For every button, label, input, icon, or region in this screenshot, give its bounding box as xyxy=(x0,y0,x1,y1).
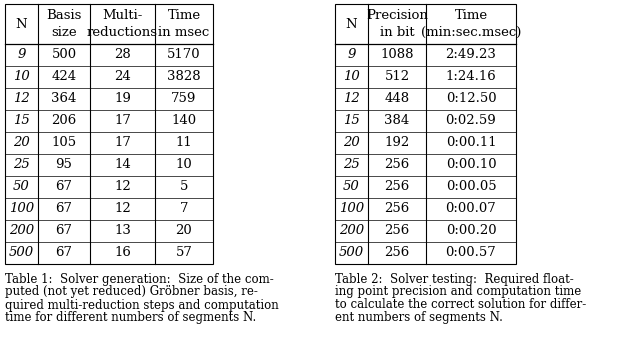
Bar xyxy=(335,4,516,264)
Text: 67: 67 xyxy=(56,247,72,259)
Text: 10: 10 xyxy=(13,71,30,84)
Text: 192: 192 xyxy=(385,137,410,150)
Text: Time
(min:sec.msec): Time (min:sec.msec) xyxy=(421,9,521,39)
Text: 100: 100 xyxy=(339,203,364,215)
Text: 206: 206 xyxy=(51,115,77,128)
Text: 1088: 1088 xyxy=(380,49,413,62)
Text: 9: 9 xyxy=(17,49,26,62)
Text: 15: 15 xyxy=(13,115,30,128)
Text: 1:24.16: 1:24.16 xyxy=(445,71,497,84)
Text: 50: 50 xyxy=(343,181,360,193)
Text: Table 2:  Solver testing:  Required float-: Table 2: Solver testing: Required float- xyxy=(335,272,573,286)
Text: 14: 14 xyxy=(114,159,131,172)
Text: Precision
in bit: Precision in bit xyxy=(366,9,428,39)
Text: 0:00.10: 0:00.10 xyxy=(445,159,496,172)
Text: 13: 13 xyxy=(114,225,131,237)
Text: 19: 19 xyxy=(114,93,131,106)
Text: 105: 105 xyxy=(51,137,77,150)
Text: 200: 200 xyxy=(9,225,34,237)
Text: Table 1:  Solver generation:  Size of the com-: Table 1: Solver generation: Size of the … xyxy=(5,272,274,286)
Text: 5: 5 xyxy=(180,181,188,193)
Text: 0:00.20: 0:00.20 xyxy=(445,225,496,237)
Text: N: N xyxy=(346,18,357,31)
Text: Multi-
reductions: Multi- reductions xyxy=(87,9,158,39)
Text: 256: 256 xyxy=(385,225,410,237)
Text: 256: 256 xyxy=(385,247,410,259)
Text: 0:02.59: 0:02.59 xyxy=(445,115,497,128)
Text: 9: 9 xyxy=(348,49,356,62)
Text: 12: 12 xyxy=(114,203,131,215)
Text: 16: 16 xyxy=(114,247,131,259)
Text: 7: 7 xyxy=(180,203,188,215)
Text: 95: 95 xyxy=(56,159,72,172)
Text: 500: 500 xyxy=(51,49,77,62)
Text: 24: 24 xyxy=(114,71,131,84)
Text: 256: 256 xyxy=(385,159,410,172)
Text: 25: 25 xyxy=(343,159,360,172)
Text: 424: 424 xyxy=(51,71,77,84)
Text: 12: 12 xyxy=(343,93,360,106)
Text: 0:00.05: 0:00.05 xyxy=(445,181,496,193)
Text: puted (not yet reduced) Gröbner basis, re-: puted (not yet reduced) Gröbner basis, r… xyxy=(5,286,258,299)
Text: 512: 512 xyxy=(385,71,410,84)
Text: N: N xyxy=(16,18,28,31)
Text: 10: 10 xyxy=(343,71,360,84)
Text: 448: 448 xyxy=(385,93,410,106)
Text: time for different numbers of segments N.: time for different numbers of segments N… xyxy=(5,312,256,324)
Text: 20: 20 xyxy=(343,137,360,150)
Text: 57: 57 xyxy=(175,247,193,259)
Text: 15: 15 xyxy=(343,115,360,128)
Text: 0:00.11: 0:00.11 xyxy=(445,137,496,150)
Text: 12: 12 xyxy=(114,181,131,193)
Text: 50: 50 xyxy=(13,181,30,193)
Text: 759: 759 xyxy=(172,93,196,106)
Text: 20: 20 xyxy=(175,225,193,237)
Text: 5170: 5170 xyxy=(167,49,201,62)
Text: 364: 364 xyxy=(51,93,77,106)
Text: 200: 200 xyxy=(339,225,364,237)
Text: 500: 500 xyxy=(339,247,364,259)
Text: 20: 20 xyxy=(13,137,30,150)
Text: 0:12.50: 0:12.50 xyxy=(445,93,496,106)
Text: 3828: 3828 xyxy=(167,71,201,84)
Text: 67: 67 xyxy=(56,225,72,237)
Text: 10: 10 xyxy=(175,159,193,172)
Text: 28: 28 xyxy=(114,49,131,62)
Text: Basis
size: Basis size xyxy=(46,9,82,39)
Text: 17: 17 xyxy=(114,137,131,150)
Text: 67: 67 xyxy=(56,181,72,193)
Text: 140: 140 xyxy=(172,115,196,128)
Text: 0:00.07: 0:00.07 xyxy=(445,203,497,215)
Text: 2:49.23: 2:49.23 xyxy=(445,49,497,62)
Text: 100: 100 xyxy=(9,203,34,215)
Text: quired multi-reduction steps and computation: quired multi-reduction steps and computa… xyxy=(5,299,279,312)
Text: 256: 256 xyxy=(385,203,410,215)
Text: 500: 500 xyxy=(9,247,34,259)
Text: 384: 384 xyxy=(385,115,410,128)
Text: 67: 67 xyxy=(56,203,72,215)
Text: Time
in msec: Time in msec xyxy=(158,9,210,39)
Text: 17: 17 xyxy=(114,115,131,128)
Text: 256: 256 xyxy=(385,181,410,193)
Text: ent numbers of segments N.: ent numbers of segments N. xyxy=(335,312,503,324)
Text: to calculate the correct solution for differ-: to calculate the correct solution for di… xyxy=(335,299,586,312)
Text: 25: 25 xyxy=(13,159,30,172)
Text: 0:00.57: 0:00.57 xyxy=(445,247,497,259)
Text: 12: 12 xyxy=(13,93,30,106)
Text: 11: 11 xyxy=(175,137,193,150)
Text: ing point precision and computation time: ing point precision and computation time xyxy=(335,286,581,299)
Bar xyxy=(5,4,213,264)
